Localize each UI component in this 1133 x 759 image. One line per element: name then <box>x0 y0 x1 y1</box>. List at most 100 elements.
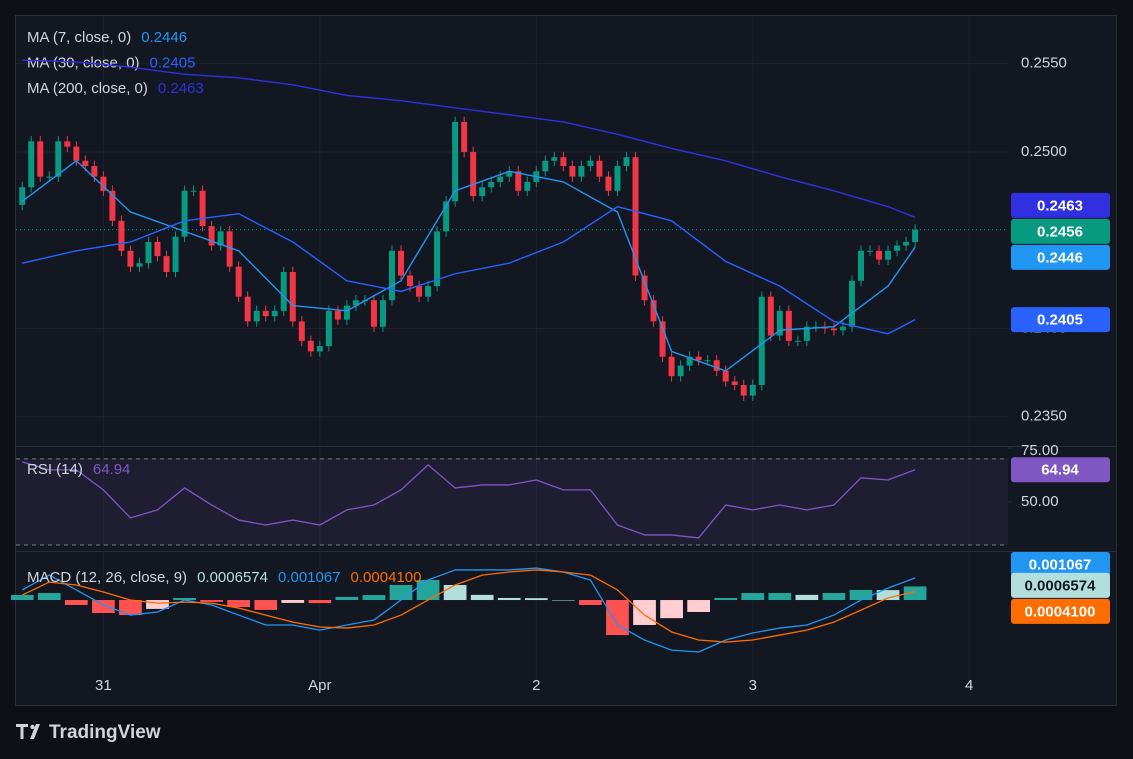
macd-histogram-bar <box>389 584 413 601</box>
candle-body <box>181 190 188 237</box>
legend-label: RSI (14) <box>27 461 83 478</box>
y-tick-label: 0.2500 <box>1021 143 1067 160</box>
candle-body <box>253 310 260 322</box>
candle-body <box>668 356 675 377</box>
candle-body <box>515 171 522 191</box>
macd-histogram-bar <box>714 597 738 601</box>
candle-body <box>316 346 323 352</box>
y-tick-label: 50.00 <box>1021 493 1059 510</box>
candle-body <box>542 160 549 172</box>
candle-body <box>461 121 468 152</box>
legend-label: MA (200, close, 0) <box>27 80 148 97</box>
macd-histogram-bar <box>606 600 629 636</box>
candle-body <box>298 321 305 341</box>
candle-body <box>271 310 278 317</box>
candle-body <box>172 236 179 272</box>
candle-body <box>434 231 441 287</box>
candle-body <box>325 310 332 347</box>
candle-body <box>659 321 666 357</box>
macd-histogram-bar <box>281 600 305 603</box>
candle-body <box>118 220 125 251</box>
candle-body <box>199 190 206 227</box>
candle-body <box>64 141 71 147</box>
candle-body <box>794 340 801 342</box>
candle-body <box>127 250 134 267</box>
macd-histogram-bar <box>795 594 819 601</box>
candle-body <box>749 384 756 396</box>
price-badge <box>1011 218 1110 244</box>
candle-body <box>903 241 910 246</box>
price-badge <box>1011 457 1110 483</box>
candle-body <box>560 157 567 167</box>
candle-body <box>695 356 702 361</box>
candle-body <box>262 310 269 317</box>
candle-body <box>452 121 459 202</box>
chart-panel <box>15 15 1117 706</box>
candle-body <box>55 141 62 177</box>
legend-value: 64.94 <box>93 461 131 478</box>
candle-body <box>488 181 495 188</box>
candle-body <box>803 326 810 341</box>
candle-body <box>407 275 414 287</box>
candle-body <box>524 181 531 191</box>
candle-body <box>596 160 603 177</box>
macd-histogram-bar <box>37 593 61 601</box>
macd-histogram-bar <box>254 600 278 610</box>
candle-body <box>163 256 170 272</box>
price-badge <box>1011 552 1110 577</box>
x-tick-label: Apr <box>308 677 331 694</box>
candle-body <box>848 280 855 327</box>
candle-body <box>226 231 233 267</box>
candle-body <box>569 166 576 177</box>
macd-histogram-bar <box>497 597 521 601</box>
candle-body <box>370 300 377 327</box>
candle-body <box>388 250 395 301</box>
candle-body <box>641 275 648 301</box>
macd-histogram-bar <box>92 600 115 614</box>
candle-body <box>839 326 846 331</box>
candle-body <box>145 241 152 264</box>
candle-body <box>605 176 612 191</box>
candle-body <box>722 370 729 382</box>
candle-body <box>46 176 53 178</box>
price-badge-text: 0.0006574 <box>1025 577 1097 594</box>
legend-label: MACD (12, 26, close, 9) <box>27 569 187 586</box>
candle-body <box>352 300 359 306</box>
candle-body <box>109 190 116 221</box>
macd-histogram-bar <box>579 600 602 605</box>
macd-histogram-bar <box>443 584 467 601</box>
candle-body <box>767 296 774 336</box>
price-badge-text: 0.0004100 <box>1025 603 1096 620</box>
x-tick-label: 4 <box>965 677 973 694</box>
candle-body <box>208 226 215 246</box>
candle-body <box>470 151 477 197</box>
macd-histogram-bar <box>849 589 873 601</box>
macd-histogram-bar <box>200 600 223 602</box>
price-badge-text: 64.94 <box>1041 462 1079 479</box>
macd-histogram-bar <box>227 600 251 608</box>
price-badge <box>1011 244 1110 270</box>
y-tick-label: 0.2550 <box>1021 55 1067 72</box>
candle-body <box>19 187 26 205</box>
candle-body <box>686 356 693 366</box>
macd-histogram-bar <box>64 600 88 605</box>
price-badge-text: 0.2405 <box>1037 312 1083 329</box>
candle-body <box>280 271 287 311</box>
candle-body <box>632 157 639 276</box>
logo-shape <box>16 724 28 739</box>
candle-body <box>136 263 143 267</box>
candle-body <box>876 250 883 260</box>
macd-histogram-bar <box>470 594 494 601</box>
macd-histogram-bar <box>903 586 927 601</box>
candle-body <box>614 166 621 191</box>
candle-body <box>28 141 35 188</box>
candle-body <box>343 305 350 320</box>
x-tick-label: 3 <box>749 677 757 694</box>
candle-body <box>398 250 405 276</box>
candle-body <box>776 310 783 336</box>
macd-histogram-bar <box>822 593 846 601</box>
candle-body <box>73 146 80 161</box>
